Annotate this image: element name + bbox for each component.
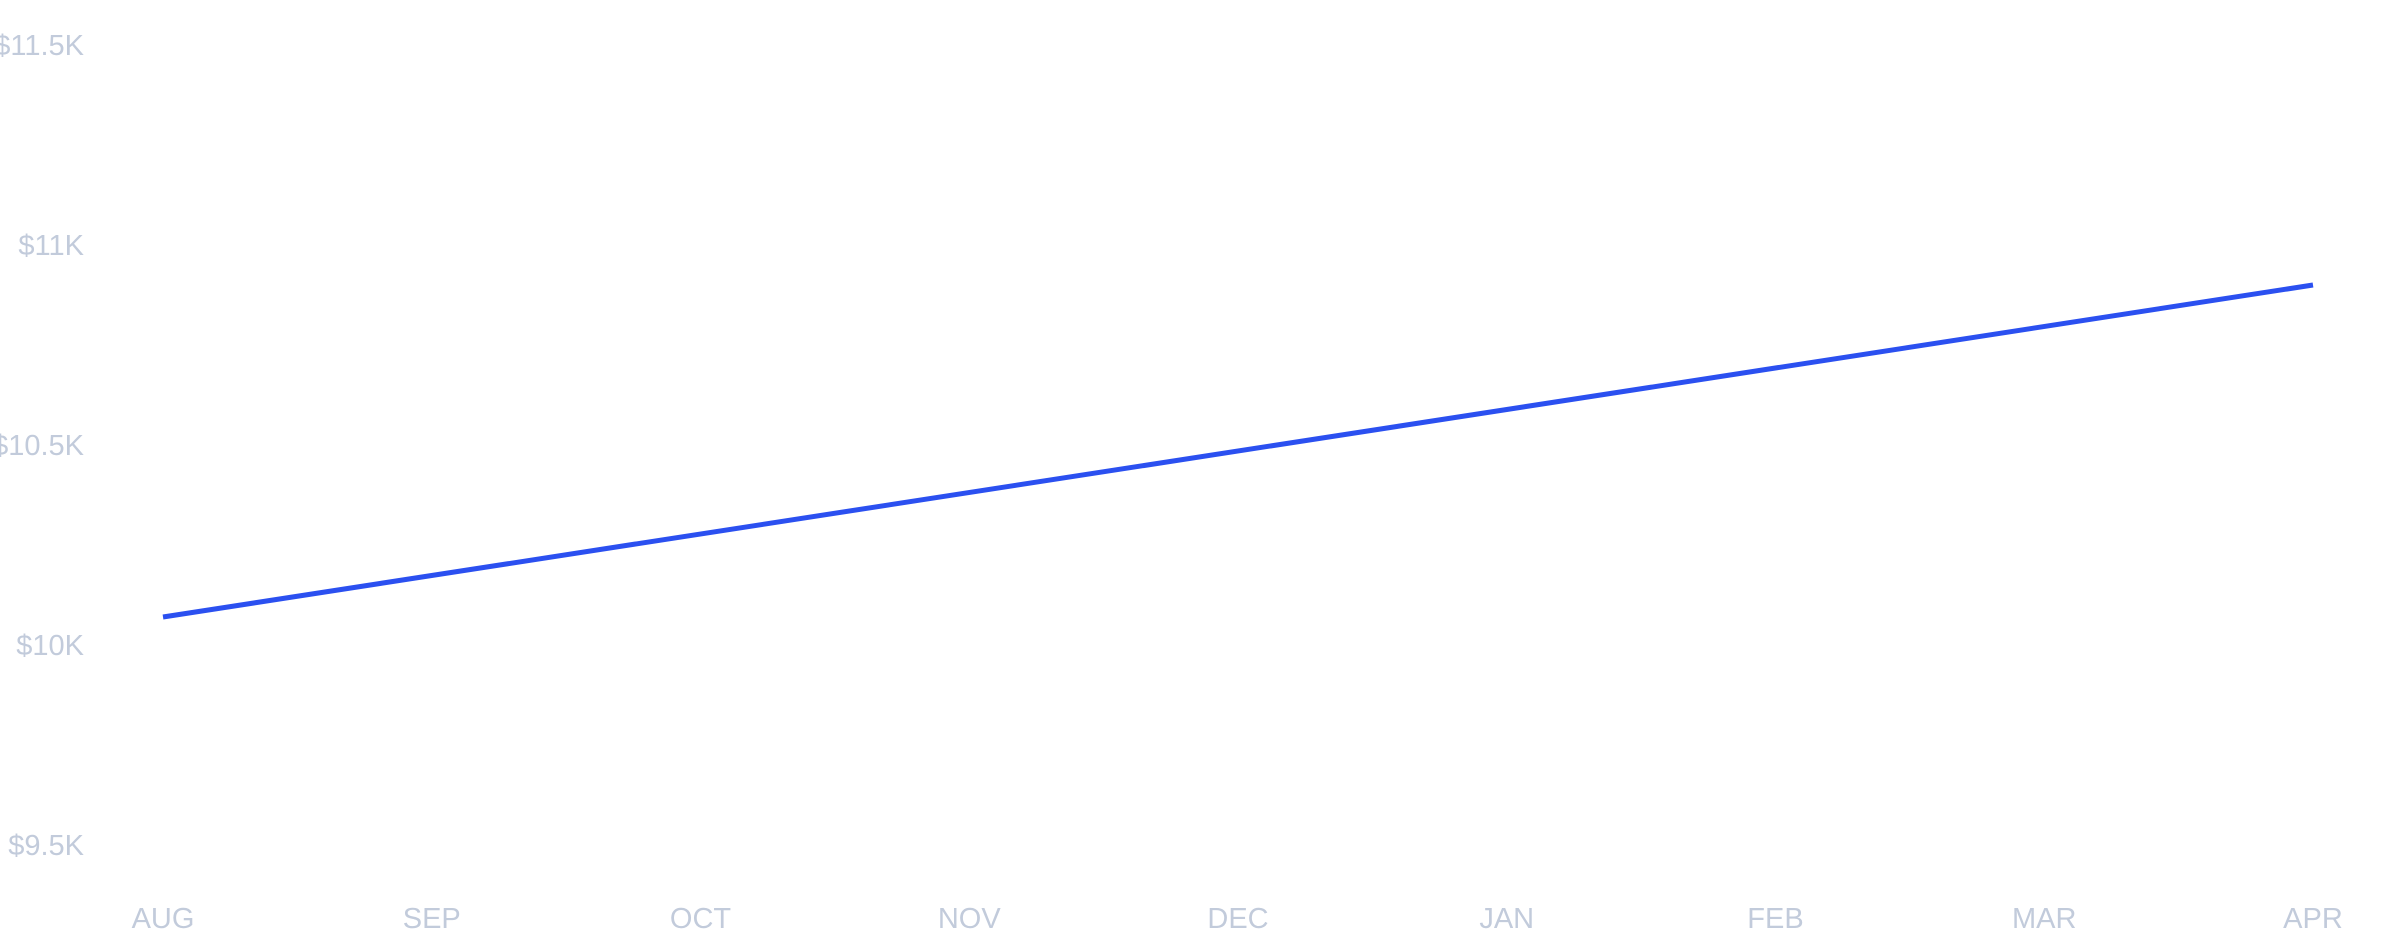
series-lines (162, 282, 2314, 620)
y-tick-label: $10.5K (0, 430, 85, 462)
x-tick-label: FEB (1747, 903, 1803, 935)
x-tick-label: SEP (403, 903, 461, 935)
x-tick-label: MAR (2012, 903, 2076, 935)
x-tick-label: OCT (670, 903, 732, 935)
y-tick-label: $11.5K (0, 30, 85, 62)
y-tick-label: $11K (18, 230, 84, 262)
x-tick-label: DEC (1207, 903, 1268, 935)
x-tick-label: APR (2283, 903, 2343, 935)
series-line (162, 282, 2314, 620)
x-tick-label: AUG (132, 903, 195, 935)
y-tick-label: $9.5K (8, 830, 84, 862)
y-axis: $9.5K $10K $10.5K $11K $11.5K (0, 30, 85, 862)
x-axis: AUG SEP OCT NOV DEC JAN FEB MAR APR (132, 903, 2343, 935)
x-tick-label: NOV (938, 903, 1002, 935)
y-tick-label: $10K (16, 630, 84, 662)
x-tick-label: JAN (1479, 903, 1534, 935)
